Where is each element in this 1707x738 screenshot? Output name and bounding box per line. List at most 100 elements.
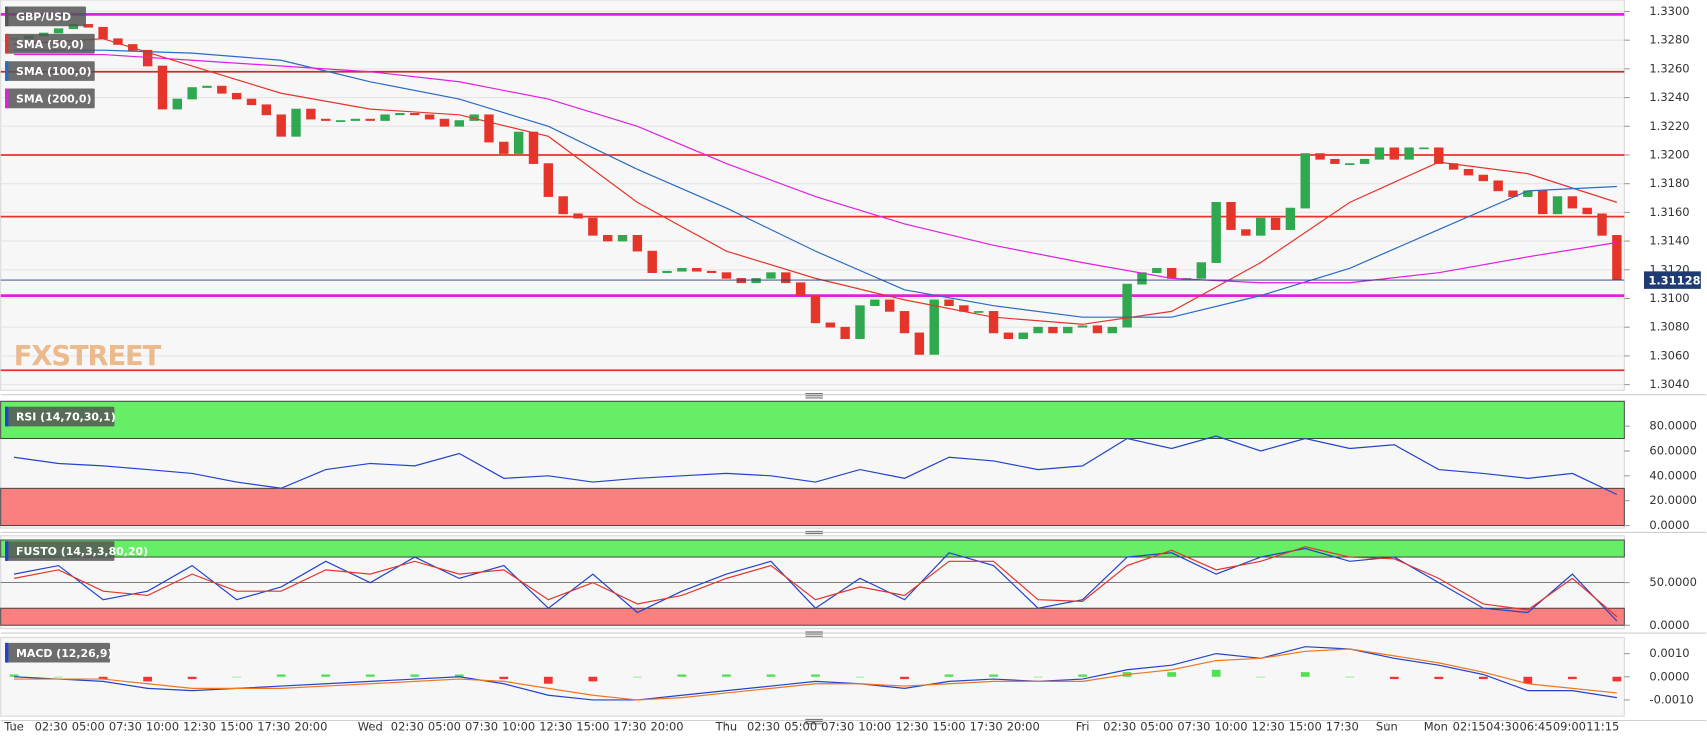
candle bbox=[1345, 163, 1355, 166]
x-tick-label: 07:30 bbox=[465, 720, 498, 734]
candle bbox=[706, 270, 717, 273]
candle bbox=[1226, 202, 1236, 230]
x-tick-label: 02:15 bbox=[1453, 720, 1486, 734]
y-tick-label: 1.3080 bbox=[1649, 320, 1689, 334]
x-tick-label: 02:30 bbox=[391, 720, 424, 734]
candle bbox=[1270, 217, 1281, 230]
candle bbox=[1478, 174, 1489, 182]
candle bbox=[766, 272, 776, 279]
histogram-bar bbox=[1478, 676, 1488, 680]
x-tick-label: 05:00 bbox=[784, 720, 817, 734]
candle bbox=[677, 268, 687, 272]
indicator-line bbox=[13, 38, 1618, 325]
candle bbox=[974, 311, 984, 313]
zone bbox=[0, 487, 1625, 527]
candle bbox=[291, 108, 301, 137]
y-tick-label: 0.0000 bbox=[1649, 618, 1689, 632]
candle bbox=[1048, 326, 1058, 334]
x-tick-label: 10:00 bbox=[1214, 720, 1247, 734]
candle bbox=[1597, 213, 1607, 236]
legend-swatch bbox=[5, 61, 9, 81]
histogram-bar bbox=[1389, 676, 1399, 680]
y-tick-label: 20.0000 bbox=[1649, 493, 1696, 507]
y-tick-label: 0.0000 bbox=[1649, 518, 1689, 532]
candle bbox=[261, 104, 272, 116]
candle bbox=[1537, 190, 1548, 215]
candle bbox=[1552, 196, 1563, 215]
y-tick-label: 1.3060 bbox=[1649, 348, 1689, 362]
candle bbox=[1508, 190, 1518, 197]
candle bbox=[914, 332, 925, 355]
x-tick-label: 04:30 bbox=[1486, 720, 1519, 734]
pane-handle bbox=[805, 631, 823, 637]
candle bbox=[1018, 332, 1028, 339]
y-tick-label: 1.3200 bbox=[1649, 147, 1689, 161]
y-tick-label: 1.3040 bbox=[1649, 377, 1689, 391]
histogram-bar bbox=[722, 674, 731, 677]
candle bbox=[1211, 202, 1221, 263]
candle bbox=[306, 108, 316, 120]
legend-box bbox=[5, 33, 95, 54]
candle bbox=[424, 114, 435, 120]
x-tick-label: 20:00 bbox=[651, 720, 684, 734]
legend-label: FUSTO (14,3,3,80,20) bbox=[16, 545, 148, 558]
candle bbox=[321, 118, 331, 121]
indicator-line bbox=[14, 49, 1617, 318]
indicator-line bbox=[13, 435, 1618, 496]
histogram-bar bbox=[1167, 672, 1177, 677]
candle bbox=[1419, 147, 1429, 150]
histogram-bar bbox=[321, 674, 331, 677]
indicator-line bbox=[13, 546, 1618, 618]
candle bbox=[1434, 147, 1444, 164]
y-tick-label: 1.3140 bbox=[1649, 234, 1689, 248]
candle bbox=[350, 118, 361, 121]
x-tick-label: 02:30 bbox=[1103, 720, 1136, 734]
x-tick-label: Fri bbox=[1076, 720, 1090, 734]
candle bbox=[246, 98, 257, 106]
y-tick-label: -0.0010 bbox=[1649, 692, 1693, 706]
histogram-bar bbox=[187, 676, 197, 680]
y-tick-label: 1.3280 bbox=[1649, 33, 1689, 47]
candle bbox=[1255, 217, 1266, 236]
candle bbox=[617, 235, 628, 242]
candle bbox=[276, 114, 286, 137]
indicator-line bbox=[13, 547, 1618, 622]
histogram-bar bbox=[989, 674, 998, 677]
candle bbox=[1003, 332, 1014, 339]
x-tick-label: 12:30 bbox=[183, 720, 216, 734]
candle bbox=[944, 299, 954, 306]
candle bbox=[855, 305, 865, 339]
candle bbox=[439, 118, 450, 127]
candle bbox=[558, 196, 568, 215]
histogram-bar bbox=[54, 676, 63, 678]
legend-box bbox=[5, 406, 115, 427]
candle bbox=[1063, 326, 1073, 334]
last-price-box bbox=[1643, 271, 1701, 289]
histogram-bar bbox=[454, 674, 464, 677]
histogram-bar bbox=[410, 674, 420, 677]
y-tick-label: 1.3300 bbox=[1649, 4, 1689, 18]
x-tick-label: 20:00 bbox=[294, 720, 327, 734]
last-price-label: 1.31128 bbox=[1648, 274, 1700, 288]
candle bbox=[1033, 326, 1043, 334]
x-tick-label: 15:00 bbox=[933, 720, 966, 734]
x-tick-label: 06:45 bbox=[1519, 720, 1552, 734]
candle bbox=[1137, 272, 1147, 285]
candle bbox=[484, 114, 494, 143]
candle bbox=[395, 113, 405, 116]
x-tick-label: 02:30 bbox=[747, 720, 780, 734]
y-tick-label: 1.3260 bbox=[1649, 61, 1689, 75]
candle bbox=[988, 311, 999, 334]
candle bbox=[1463, 169, 1474, 176]
y-tick-label: 1.3240 bbox=[1649, 90, 1689, 104]
legend-label: GBP/USD bbox=[16, 10, 71, 23]
candle bbox=[231, 92, 242, 100]
x-tick-label: Mon bbox=[1424, 720, 1448, 734]
y-tick-label: 0.0010 bbox=[1649, 646, 1689, 660]
candle bbox=[1582, 207, 1592, 215]
candle bbox=[573, 213, 583, 219]
x-tick-label: 07:30 bbox=[109, 720, 142, 734]
x-tick-label: Sun bbox=[1376, 720, 1398, 734]
candle bbox=[1241, 229, 1251, 236]
